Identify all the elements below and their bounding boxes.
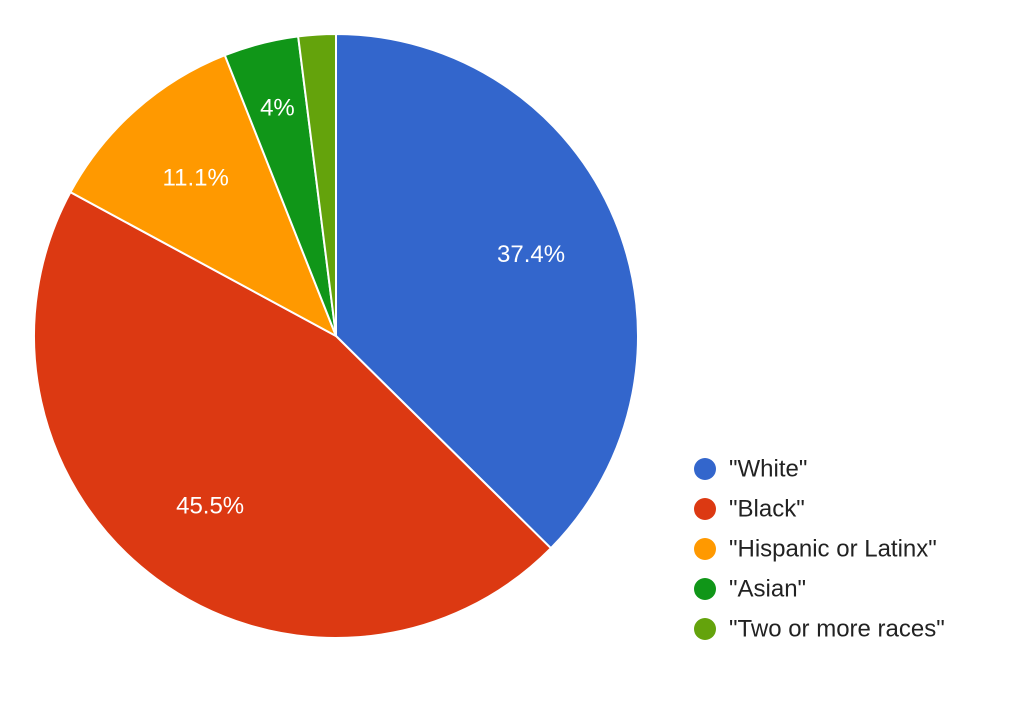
legend-swatch [694,538,716,560]
legend-item-hispanic-or-latinx: "Hispanic or Latinx" [694,536,937,563]
legend-swatch [694,458,716,480]
legend-item-asian: "Asian" [694,576,806,603]
pie-slice-black [33,190,553,639]
legend-item-two-or-more-races: "Two or more races" [694,616,945,643]
legend-item-white: "White" [694,456,807,483]
legend-item-black: "Black" [694,496,805,523]
pie-slice-hispanic-or-latinx [69,53,338,339]
legend-swatch [694,498,716,520]
legend-label: "Hispanic or Latinx" [729,536,937,563]
legend-label: "Two or more races" [729,616,945,643]
pie-slice-two-or-more-races [297,32,337,337]
legend: "White" "Black" "Hispanic or Latinx" "Asian… [694,456,945,643]
pie-slices [33,32,639,639]
legend-swatch [694,618,716,640]
slice-label-white: 37.4% [497,241,565,268]
slice-label-black: 45.5% [176,492,244,519]
legend-label: "Black" [729,496,805,523]
pie-slice-white [335,32,639,550]
slice-label-hispanic-or-latinx: 11.1% [163,164,229,191]
legend-label: "Asian" [729,576,806,603]
slice-label-asian: 4% [260,94,295,121]
legend-swatch [694,578,716,600]
pie-slice-labels: 37.4% 45.5% 11.1% 4% [163,94,566,519]
legend-label: "White" [729,456,807,483]
